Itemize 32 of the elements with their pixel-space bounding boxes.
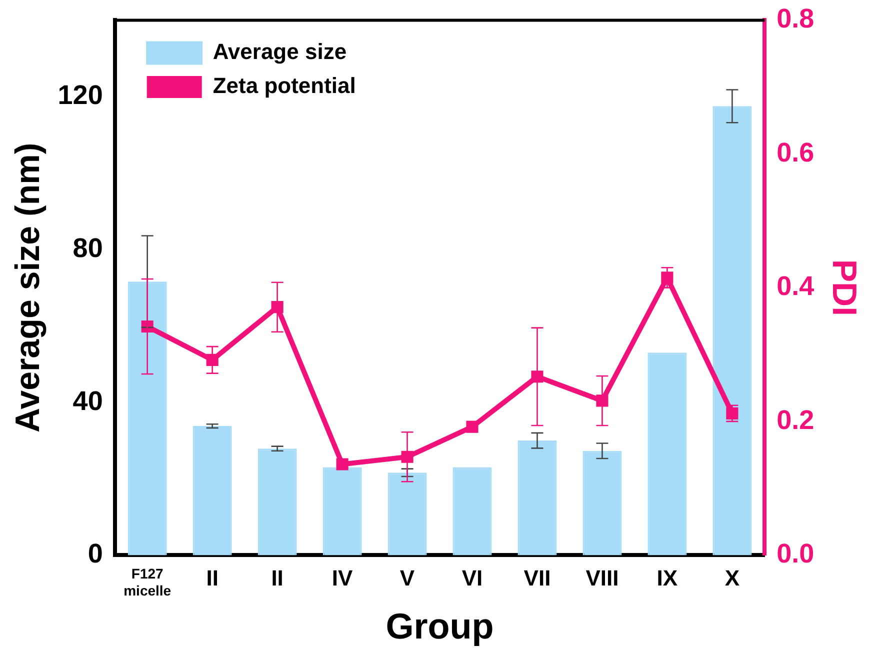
y2-axis-title: PDI [825,259,864,316]
y2-tick-label: 0.4 [776,271,814,302]
x-axis-title: Group [386,605,494,646]
y-tick-label: 0 [88,538,103,569]
y-axis-title: Average size (nm) [8,142,47,433]
x-tick-label: F127 micelle [124,565,172,598]
x-tick-label: II [271,565,284,590]
point [271,301,284,314]
x-tick-label: VI [462,565,483,590]
point [661,272,674,284]
point [206,354,218,366]
point [466,420,478,433]
y2-tick-label: 0.6 [776,137,814,168]
y-tick-label: 80 [72,232,103,263]
x-tick-label: V [400,565,415,590]
point [401,450,414,463]
y-tick-label: 120 [58,80,103,110]
x-tick-label: II [206,565,218,590]
x-tick-label: VIII [586,565,619,590]
y2-tick-label: 0.0 [776,538,814,569]
point [531,370,544,383]
legend-label: Zeta potential [212,73,356,98]
y2-tick-label: 0.8 [776,4,814,34]
y-tick-label: 40 [72,386,103,416]
legend-label: Average size [212,39,347,64]
x-tick-label: VII [524,565,551,590]
x-tick-label: X [724,565,740,590]
y2-tick-label: 0.2 [776,404,814,435]
point [336,458,348,470]
x-tick-label: IX [656,565,678,590]
point [596,394,608,407]
x-tick-label: IV [332,565,353,590]
